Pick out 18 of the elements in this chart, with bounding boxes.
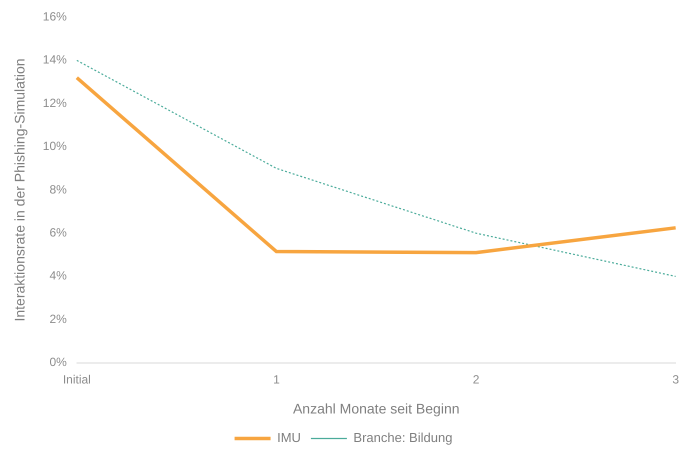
y-tick-label: 0%	[49, 355, 68, 370]
y-tick-label: 6%	[49, 226, 68, 240]
x-tick-label: Initial	[62, 372, 91, 386]
x-tick-label: 3	[672, 372, 680, 386]
x-tick-label: 2	[472, 372, 480, 386]
legend-label: IMU	[277, 430, 301, 446]
y-tick-label: 2%	[49, 312, 68, 326]
y-tick-label: 16%	[42, 10, 68, 24]
y-tick-label: 10%	[42, 139, 68, 154]
y-tick-label: 14%	[42, 52, 68, 67]
y-tick-label: 12%	[42, 96, 68, 110]
y-tick-label: 8%	[49, 182, 68, 196]
y-tick-label: 4%	[49, 268, 68, 283]
x-axis-title: Anzahl Monate seit Beginn	[292, 400, 460, 416]
line-series	[76, 60, 676, 277]
legend-label: Branche: Bildung	[353, 430, 452, 446]
x-tick-label: 1	[273, 372, 280, 386]
y-axis-title: Interaktionsrate in der Phishing-Simulation	[11, 58, 28, 322]
